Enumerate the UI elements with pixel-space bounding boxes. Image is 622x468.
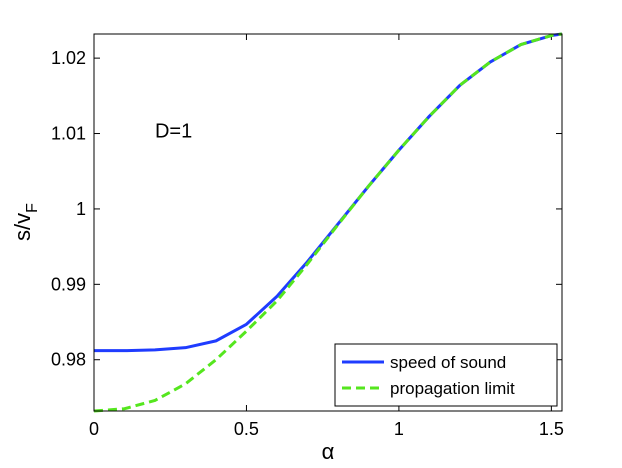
series-line-propagation-limit [93,32,563,413]
x-tick-label: 1 [394,419,404,439]
y-axis-label: s/vF [10,203,41,241]
legend-box [334,343,558,407]
y-tick-label: 1 [76,199,86,219]
legend: speed of sound propagation limit [334,343,558,407]
plot-frame [93,33,563,412]
series-lines [93,32,563,413]
y-tick-label: 1.01 [51,124,86,144]
y-tick-label: 0.99 [51,274,86,294]
y-tick-label: 0.98 [51,350,86,370]
x-tick-label: 0.5 [234,419,259,439]
y-tick-label: 1.02 [51,48,86,68]
legend-label-speed-of-sound: speed of sound [390,353,506,372]
svg-text:s/vF: s/vF [10,203,41,241]
y-axis-label-subscript: F [24,203,41,213]
axis-ticks: 0 0.5 1 1.5 0.98 0.99 1 1.01 1.02 [51,34,564,439]
x-tick-label: 1.5 [539,419,564,439]
annotation-text: D=1 [155,120,192,142]
y-axis-label-main: s/v [10,213,35,241]
x-axis-label: α [322,439,335,464]
x-tick-label: 0 [89,419,99,439]
legend-label-propagation-limit: propagation limit [390,379,515,398]
